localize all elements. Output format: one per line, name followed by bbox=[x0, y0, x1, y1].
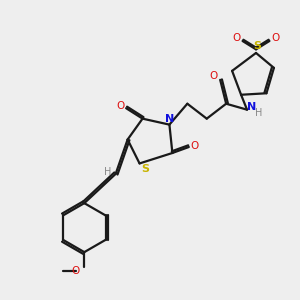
Text: O: O bbox=[191, 140, 199, 151]
Text: H: H bbox=[103, 167, 111, 177]
Text: O: O bbox=[232, 33, 241, 43]
Text: S: S bbox=[254, 41, 262, 51]
Text: N: N bbox=[165, 114, 174, 124]
Text: O: O bbox=[116, 101, 124, 111]
Text: O: O bbox=[209, 71, 218, 81]
Text: S: S bbox=[141, 164, 149, 174]
Text: H: H bbox=[255, 108, 262, 118]
Text: O: O bbox=[271, 33, 280, 43]
Text: N: N bbox=[248, 102, 257, 112]
Text: O: O bbox=[72, 266, 80, 276]
